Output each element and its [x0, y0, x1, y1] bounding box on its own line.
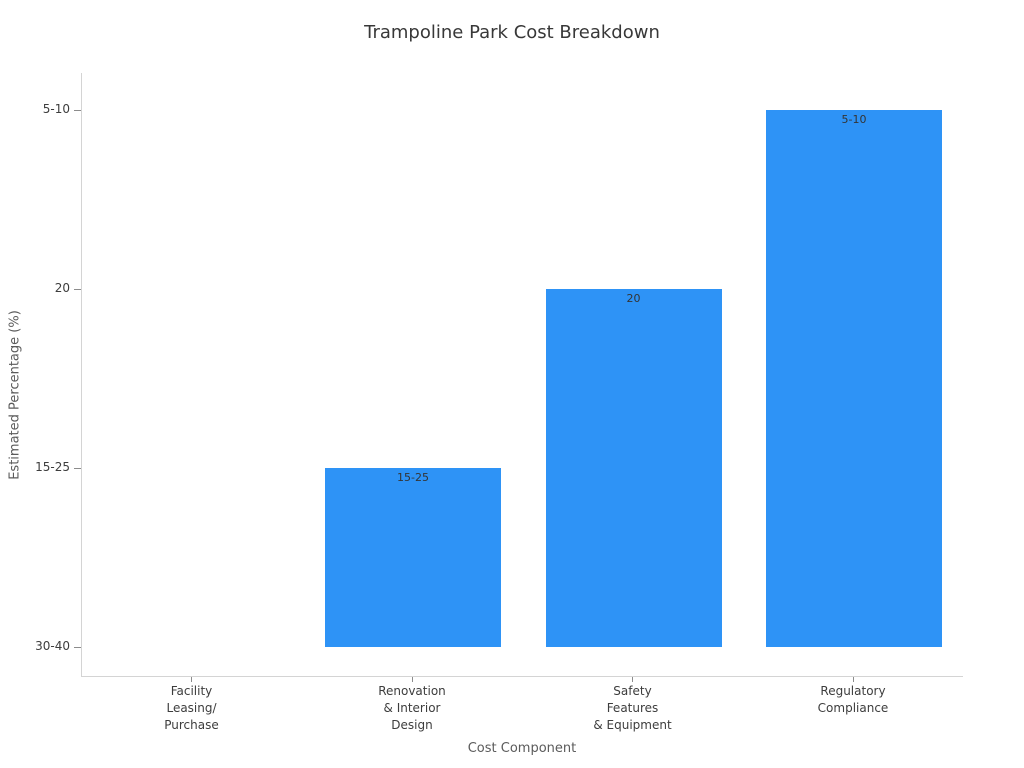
x-tick-label: Facility Leasing/Purchase — [164, 684, 219, 732]
y-tick-label: 15-25 — [35, 460, 70, 474]
x-tick-mark — [191, 677, 192, 682]
y-tick-mark — [74, 467, 81, 469]
y-tick-mark — [74, 109, 81, 111]
bar-2: 20 — [545, 289, 722, 647]
chart-title: Trampoline Park Cost Breakdown — [364, 22, 660, 43]
y-tick-label: 20 — [54, 281, 70, 295]
y-tick-label: 5-10 — [42, 102, 70, 116]
plot-area: 15-25 20 5-10 — [81, 73, 963, 677]
bar-value-label: 5-10 — [841, 113, 867, 126]
x-tick-mark — [632, 677, 633, 682]
x-tick-mark — [852, 677, 854, 682]
x-axis-label: Cost Component — [467, 741, 577, 756]
x-tick-label: Regulatory Compliance — [817, 684, 889, 715]
y-tick-label: 30-40 — [35, 639, 70, 653]
y-axis-label: Estimated Percentage (%) — [7, 310, 23, 480]
bar-3: 5-10 — [766, 110, 942, 647]
y-tick-mark — [74, 646, 81, 648]
bar-1: 15-25 — [325, 468, 501, 647]
bar-value-label: 20 — [626, 292, 641, 305]
x-tick-label: Safety Features & Equipment — [593, 684, 672, 732]
x-tick-mark — [411, 677, 413, 682]
x-tick-label: Renovation & Interior Design — [378, 684, 446, 732]
y-tick-mark — [74, 288, 81, 290]
bar-value-label: 15-25 — [397, 471, 429, 484]
